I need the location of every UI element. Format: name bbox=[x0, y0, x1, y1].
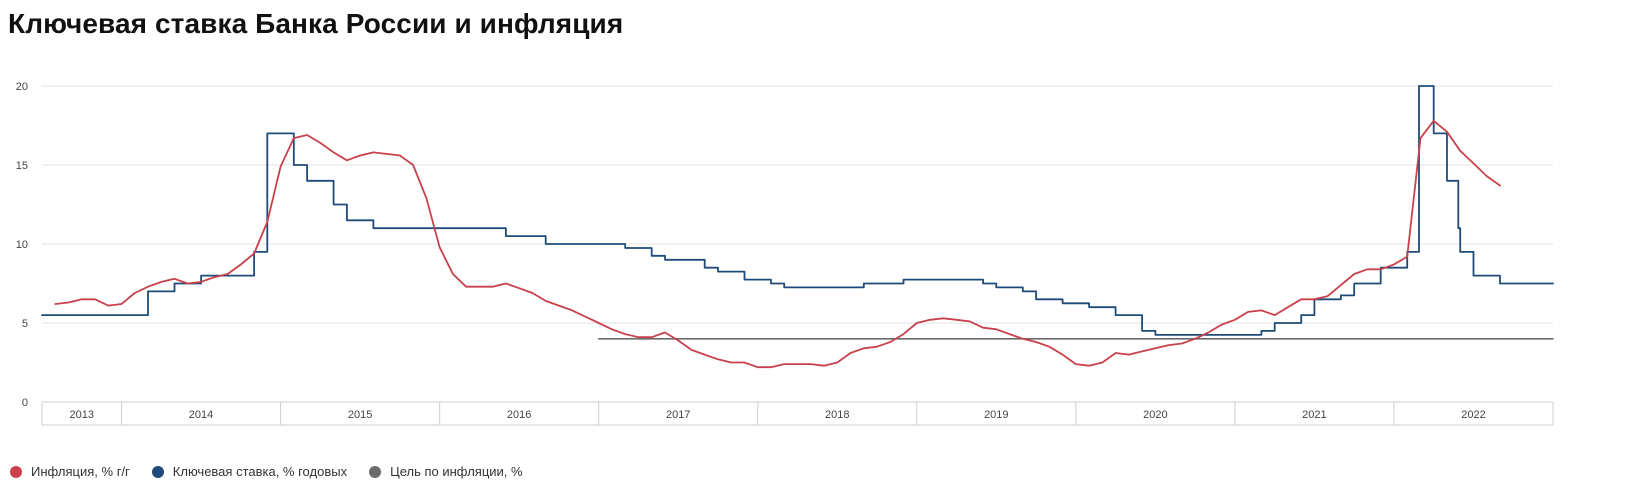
y-tick-label-5: 5 bbox=[22, 318, 28, 330]
x-tick-label-2016: 2016 bbox=[507, 409, 531, 421]
x-tick-label-2022: 2022 bbox=[1461, 409, 1485, 421]
x-tick-label-2014: 2014 bbox=[189, 409, 213, 421]
key-rate-step-line bbox=[41, 85, 1554, 336]
legend-label-inflation-target: Цель по инфляции, % bbox=[390, 464, 523, 479]
x-tick-label-2019: 2019 bbox=[984, 409, 1008, 421]
legend-label-key-rate: Ключевая ставка, % годовых bbox=[172, 464, 348, 479]
inflation-line bbox=[54, 119, 1501, 369]
chart-title: Ключевая ставка Банка России и инфляция bbox=[8, 8, 624, 39]
x-tick-label-2021: 2021 bbox=[1302, 409, 1326, 421]
y-tick-label-10: 10 bbox=[16, 239, 28, 251]
x-tick-label-2015: 2015 bbox=[348, 409, 372, 421]
y-tick-label-0: 0 bbox=[22, 397, 28, 409]
legend-item-key-rate[interactable]: Ключевая ставка, % годовых bbox=[151, 464, 348, 479]
key-rate-legend-marker bbox=[151, 465, 164, 478]
target-legend-marker bbox=[369, 465, 382, 478]
y-tick-label-15: 15 bbox=[16, 160, 28, 172]
chart-legend: Инфляция, % г/г Ключевая ставка, % годов… bbox=[10, 464, 545, 479]
inflation-legend-marker bbox=[10, 465, 22, 478]
legend-item-inflation[interactable]: Инфляция, % г/г bbox=[10, 464, 130, 479]
x-tick-label-2013: 2013 bbox=[70, 409, 94, 421]
x-tick-label-2018: 2018 bbox=[825, 409, 849, 421]
legend-item-inflation-target[interactable]: Цель по инфляции, % bbox=[369, 464, 523, 479]
y-tick-label-20: 20 bbox=[16, 81, 28, 93]
x-tick-label-2020: 2020 bbox=[1143, 409, 1167, 421]
legend-label-inflation: Инфляция, % г/г bbox=[31, 464, 130, 479]
x-tick-label-2017: 2017 bbox=[666, 409, 690, 421]
